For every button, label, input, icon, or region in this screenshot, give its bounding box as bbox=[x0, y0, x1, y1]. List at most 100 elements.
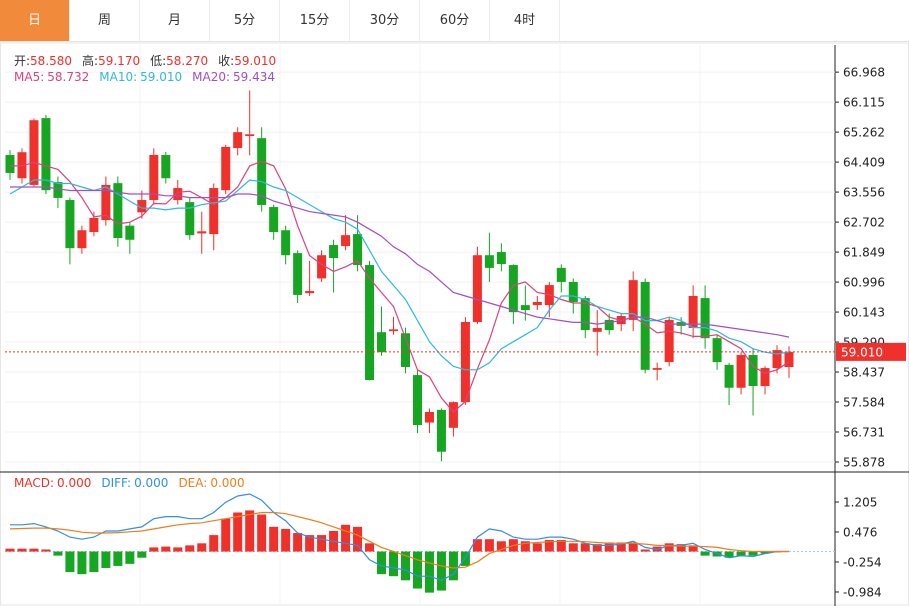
macd-bar bbox=[197, 543, 207, 552]
candle-body bbox=[736, 355, 746, 388]
macd-bar bbox=[269, 526, 279, 552]
indicator-line bbox=[10, 160, 790, 413]
candle-body bbox=[365, 265, 375, 381]
macd-bar bbox=[520, 541, 530, 552]
macd-bar bbox=[484, 539, 494, 552]
legend-value: 59.010 bbox=[140, 70, 183, 84]
indicator-line bbox=[10, 186, 790, 338]
macd-bar bbox=[640, 549, 650, 552]
candle-body bbox=[424, 411, 434, 423]
legend-value: 0.000 bbox=[134, 476, 169, 490]
macd-bar bbox=[221, 518, 231, 552]
macd-bar bbox=[77, 551, 87, 575]
candle-body bbox=[65, 200, 75, 249]
macd-bar bbox=[532, 543, 542, 552]
macd-bar bbox=[161, 546, 171, 552]
legend-name: DEA: bbox=[178, 476, 208, 490]
macd-bar bbox=[185, 545, 195, 552]
candle-body bbox=[532, 301, 542, 306]
candle-body bbox=[652, 368, 662, 370]
macd-bar bbox=[17, 548, 27, 552]
tab[interactable]: 15分 bbox=[280, 0, 350, 41]
macd-bar bbox=[748, 551, 758, 556]
macd-bar bbox=[592, 544, 602, 552]
candle-body bbox=[245, 134, 255, 137]
legend-name: MA20: bbox=[192, 70, 230, 84]
candle-body bbox=[53, 182, 63, 198]
quote-label: 收: bbox=[218, 54, 235, 68]
candle-body bbox=[197, 231, 207, 234]
tab[interactable]: 30分 bbox=[350, 0, 420, 41]
macd-bar bbox=[29, 548, 39, 552]
quote-label: 低: bbox=[150, 54, 167, 68]
y-tick-label: 58.437 bbox=[843, 366, 885, 380]
candle-body bbox=[664, 319, 674, 363]
candle-body bbox=[329, 245, 339, 259]
candle-body bbox=[137, 200, 147, 213]
quote-label: 高: bbox=[82, 54, 99, 68]
y-tick-label: 56.731 bbox=[843, 425, 885, 439]
macd-bar bbox=[604, 542, 614, 552]
macd-bar bbox=[460, 551, 470, 566]
macd-legend: MACD: 0.000 DIFF: 0.000 DEA: 0.000 bbox=[14, 476, 255, 490]
candle-body bbox=[269, 207, 279, 233]
candle-body bbox=[125, 225, 135, 240]
macd-bar bbox=[556, 540, 566, 552]
frame bbox=[0, 42, 909, 606]
tab[interactable]: 60分 bbox=[420, 0, 490, 41]
period-tabs: 日周月 5分 15分 30分 60分 4时 bbox=[0, 0, 909, 42]
indicator-line bbox=[9, 511, 789, 569]
tab[interactable]: 4时 bbox=[490, 0, 560, 41]
macd-bar bbox=[41, 549, 51, 552]
y-tick-label: 60.143 bbox=[843, 306, 885, 320]
candle-body bbox=[700, 298, 710, 339]
macd-bar bbox=[353, 526, 363, 552]
macd-bar bbox=[125, 551, 135, 564]
macd-bar bbox=[400, 551, 410, 581]
candle-body bbox=[161, 155, 171, 179]
y-tick-label: 1.205 bbox=[843, 496, 877, 510]
candle-body bbox=[77, 230, 87, 249]
legend-name: MA10: bbox=[99, 70, 138, 84]
quote-legend: 开:58.580 高:59.170 低:58.270 收:59.010 bbox=[14, 52, 286, 69]
candle-body bbox=[784, 351, 794, 368]
legend-value: 59.434 bbox=[233, 70, 275, 84]
candle-body bbox=[640, 281, 650, 370]
candle-body bbox=[760, 368, 770, 386]
candle-body bbox=[389, 329, 399, 332]
macd-bar bbox=[293, 533, 303, 552]
candle-body bbox=[353, 234, 363, 266]
tab[interactable]: 月 bbox=[140, 0, 210, 41]
y-tick-label: 66.115 bbox=[843, 96, 885, 110]
candle-body bbox=[448, 402, 458, 428]
macd-bar bbox=[700, 551, 710, 556]
macd-bar bbox=[568, 543, 578, 552]
tab[interactable]: 5分 bbox=[210, 0, 280, 41]
candle-body bbox=[772, 350, 782, 369]
y-tick-label: 57.584 bbox=[843, 396, 885, 410]
macd-bar bbox=[65, 551, 75, 573]
macd-bar bbox=[472, 539, 482, 552]
candle-body bbox=[209, 188, 219, 235]
candle-body bbox=[412, 375, 422, 426]
tab[interactable]: 周 bbox=[70, 0, 140, 41]
tab[interactable]: 日 bbox=[0, 0, 70, 41]
candle-body bbox=[688, 295, 698, 328]
macd-bar bbox=[257, 514, 267, 552]
macd-bar bbox=[233, 512, 243, 552]
indicator-line bbox=[9, 179, 790, 371]
candle-body bbox=[436, 409, 446, 452]
candle-body bbox=[317, 255, 327, 279]
y-tick-label: 64.409 bbox=[843, 156, 885, 170]
legend-name: MA5: bbox=[14, 70, 45, 84]
macd-bar bbox=[101, 551, 111, 568]
macd-bar bbox=[113, 551, 123, 566]
legend-value: 0.000 bbox=[210, 476, 245, 490]
macd-bar bbox=[412, 551, 422, 589]
y-tick-label: -0.984 bbox=[843, 585, 882, 599]
macd-bar bbox=[245, 510, 255, 552]
y-tick-label: 61.849 bbox=[843, 246, 885, 260]
last-price-tag bbox=[836, 342, 906, 361]
